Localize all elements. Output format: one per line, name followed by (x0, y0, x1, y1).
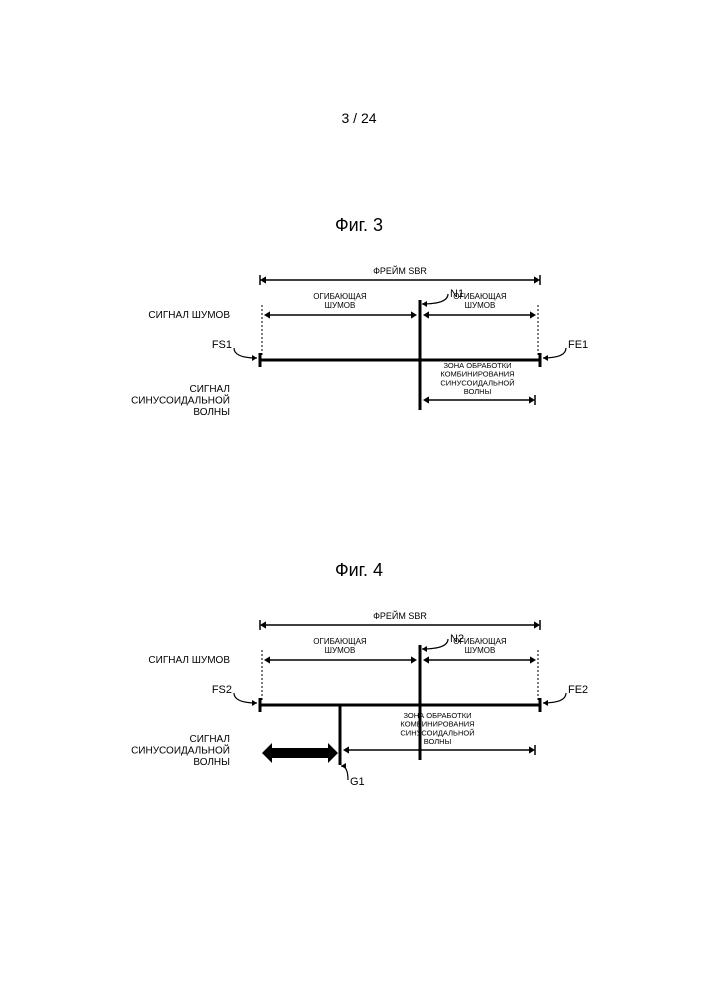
svg-text:ВОЛНЫ: ВОЛНЫ (193, 407, 230, 418)
fig4-title: Фиг. 4 (0, 560, 718, 581)
svg-text:ШУМОВ: ШУМОВ (325, 301, 356, 310)
svg-text:ОГИБАЮЩАЯ: ОГИБАЮЩАЯ (313, 292, 367, 301)
svg-text:ВОЛНЫ: ВОЛНЫ (193, 757, 230, 768)
svg-text:ШУМОВ: ШУМОВ (465, 646, 496, 655)
svg-text:СИНУСОИДАЛЬНОЙ: СИНУСОИДАЛЬНОЙ (131, 394, 230, 407)
svg-text:ВОЛНЫ: ВОЛНЫ (424, 737, 452, 746)
svg-text:СИГНАЛ ШУМОВ: СИГНАЛ ШУМОВ (148, 310, 230, 321)
svg-text:ФРЕЙМ SBR: ФРЕЙМ SBR (373, 610, 427, 621)
page-number: 3 / 24 (0, 110, 718, 126)
svg-text:СИГНАЛ ШУМОВ: СИГНАЛ ШУМОВ (148, 655, 230, 666)
svg-text:ШУМОВ: ШУМОВ (325, 646, 356, 655)
fig3-svg: ФРЕЙМ SBRОГИБАЮЩАЯШУМОВОГИБАЮЩАЯШУМОВЗОН… (140, 260, 620, 460)
svg-text:FS2: FS2 (212, 684, 232, 696)
fig4-diagram: ФРЕЙМ SBRОГИБАЮЩАЯШУМОВОГИБАЮЩАЯШУМОВЗОН… (140, 605, 620, 785)
svg-text:N1: N1 (450, 288, 464, 300)
fig3-diagram: ФРЕЙМ SBRОГИБАЮЩАЯШУМОВОГИБАЮЩАЯШУМОВЗОН… (140, 260, 620, 440)
fig4-svg: ФРЕЙМ SBRОГИБАЮЩАЯШУМОВОГИБАЮЩАЯШУМОВЗОН… (140, 605, 620, 805)
svg-text:N2: N2 (450, 633, 464, 645)
svg-text:ВОЛНЫ: ВОЛНЫ (464, 387, 492, 396)
svg-text:ШУМОВ: ШУМОВ (465, 301, 496, 310)
svg-text:ОГИБАЮЩАЯ: ОГИБАЮЩАЯ (313, 637, 367, 646)
svg-text:FE2: FE2 (568, 684, 588, 696)
svg-text:FS1: FS1 (212, 339, 232, 351)
fig3-title: Фиг. 3 (0, 215, 718, 236)
svg-text:СИГНАЛ: СИГНАЛ (190, 734, 231, 745)
svg-text:G1: G1 (350, 776, 365, 788)
svg-text:СИГНАЛ: СИГНАЛ (190, 384, 231, 395)
svg-text:СИНУСОИДАЛЬНОЙ: СИНУСОИДАЛЬНОЙ (131, 744, 230, 757)
svg-text:ФРЕЙМ SBR: ФРЕЙМ SBR (373, 265, 427, 276)
svg-text:FE1: FE1 (568, 339, 588, 351)
